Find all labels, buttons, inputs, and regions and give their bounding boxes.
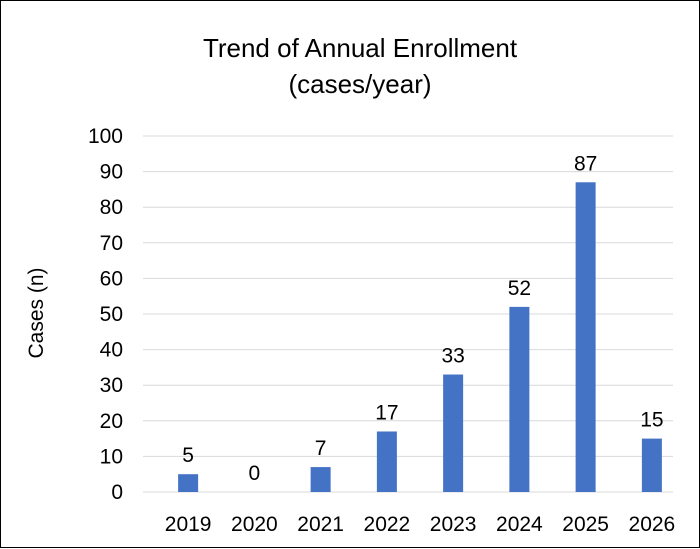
x-tick-label: 2019 — [165, 513, 212, 536]
chart-title: Trend of Annual Enrollment — [203, 33, 518, 63]
gridlines — [143, 135, 673, 493]
x-tick-label: 2024 — [496, 513, 543, 536]
x-tick-label: 2020 — [231, 513, 278, 536]
y-tick-label: 60 — [100, 267, 123, 290]
bar-2026 — [641, 438, 662, 492]
y-tick-label: 50 — [100, 303, 123, 326]
x-axis-ticks: 2019 2020 2021 2022 2023 2024 2025 2026 — [165, 513, 675, 536]
x-tick-label: 2025 — [562, 513, 609, 536]
y-tick-label: 0 — [111, 481, 123, 504]
y-tick-label: 40 — [100, 339, 123, 362]
x-tick-label: 2026 — [629, 513, 676, 536]
y-tick-label: 10 — [100, 445, 123, 468]
y-tick-label: 70 — [100, 232, 123, 255]
x-tick-label: 2021 — [297, 513, 344, 536]
data-label-2021: 7 — [315, 437, 327, 460]
y-tick-label: 20 — [100, 410, 123, 433]
data-label-2019: 5 — [182, 444, 194, 467]
bars — [178, 182, 662, 492]
bar-2019 — [178, 474, 199, 492]
bar-2021 — [310, 467, 331, 492]
bar-2025 — [575, 182, 596, 492]
y-axis-label: Cases (n) — [25, 267, 48, 358]
data-label-2022: 17 — [375, 401, 398, 424]
x-tick-label: 2022 — [364, 513, 411, 536]
data-label-2026: 15 — [640, 409, 663, 432]
y-tick-label: 80 — [100, 196, 123, 219]
data-label-2023: 33 — [441, 345, 464, 368]
data-label-2020: 0 — [249, 462, 261, 485]
data-labels: 5 0 7 17 33 52 87 15 — [182, 152, 663, 485]
y-tick-label: 90 — [100, 161, 123, 184]
bar-2023 — [443, 374, 464, 492]
y-axis-ticks: 0 10 20 30 40 50 60 70 80 90 100 — [88, 125, 123, 504]
y-tick-label: 30 — [100, 374, 123, 397]
chart-subtitle: (cases/year) — [288, 69, 431, 99]
bar-2024 — [509, 306, 530, 492]
data-label-2025: 87 — [574, 152, 597, 175]
bar-2022 — [376, 431, 397, 492]
data-label-2024: 52 — [508, 277, 531, 300]
x-tick-label: 2023 — [430, 513, 477, 536]
y-tick-label: 100 — [88, 125, 123, 148]
